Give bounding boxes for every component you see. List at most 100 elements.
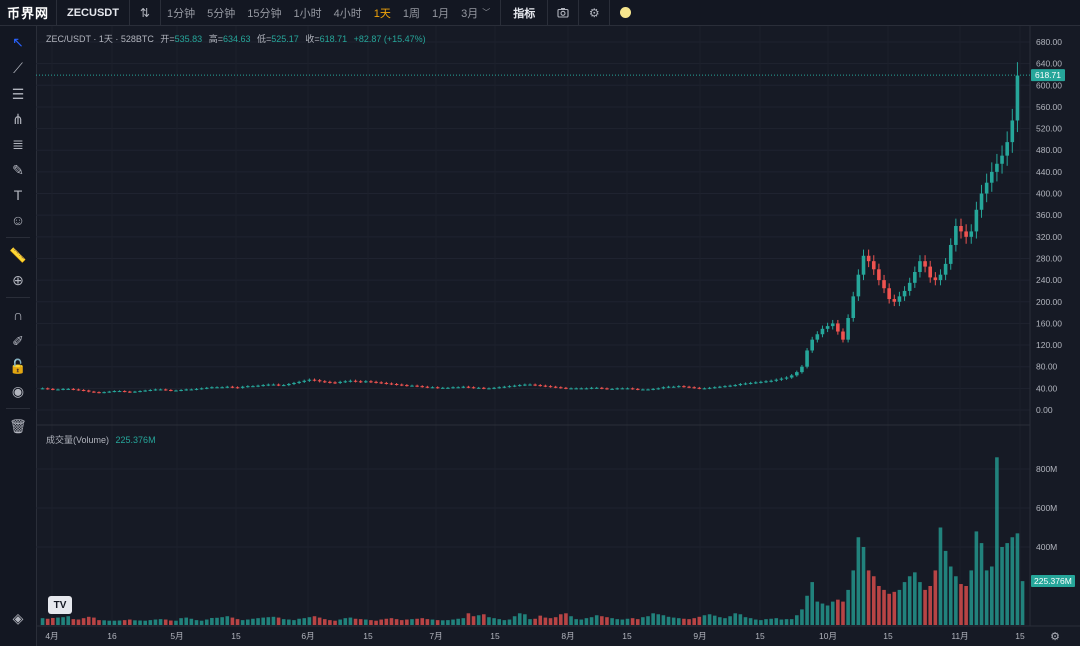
layers-icon[interactable]: ◈ — [12, 609, 24, 626]
brush-icon[interactable]: ✎ — [12, 161, 24, 178]
candle-body — [148, 389, 153, 391]
candle-body — [230, 386, 235, 388]
candle-body — [882, 280, 886, 289]
interval-1m[interactable]: 1分钟 — [166, 7, 196, 20]
candle-body — [312, 379, 317, 381]
candle-body — [579, 388, 584, 390]
candle-body — [220, 387, 224, 389]
volume-bar — [225, 616, 230, 625]
volume-bar — [671, 617, 676, 625]
interval-1w[interactable]: 1周 — [402, 7, 420, 20]
chevron-down-icon: ﹀ — [482, 8, 491, 17]
volume-bar — [707, 614, 712, 625]
lock-icon[interactable]: 🔓 — [9, 357, 27, 374]
candle-body — [712, 387, 717, 389]
cursor-icon[interactable]: ↖ — [12, 33, 24, 50]
interval-1h[interactable]: 1小时 — [293, 7, 322, 20]
candle-body — [61, 388, 65, 390]
price-tick-label: 560.00 — [1036, 102, 1062, 112]
volume-bar — [887, 593, 891, 625]
candle-body — [466, 386, 471, 388]
volume-bar — [871, 576, 876, 625]
trash-icon[interactable]: 🗑 — [9, 417, 27, 434]
candle-body — [738, 384, 743, 386]
time-tick-label: 15 — [1015, 631, 1025, 641]
volume-bar — [297, 618, 301, 625]
indicators-button[interactable]: 指标 — [501, 0, 549, 25]
candle-body — [369, 381, 373, 383]
volume-bar — [492, 618, 496, 625]
volume-bar — [348, 617, 353, 625]
fib-icon[interactable]: ≣ — [12, 135, 24, 152]
candle-body — [723, 386, 727, 388]
time-tick-label: 15 — [755, 631, 765, 641]
trend-line-icon[interactable]: ⟋ — [13, 59, 23, 76]
camera-icon[interactable] — [548, 0, 580, 25]
volume-bar — [820, 603, 825, 625]
candle-body — [307, 379, 312, 381]
candle-body — [102, 392, 106, 394]
candle-body — [261, 385, 265, 387]
volume-bar — [215, 617, 219, 625]
horizontal-lines-icon[interactable]: ☰ — [11, 85, 25, 102]
candle-body — [943, 263, 948, 275]
candle-body — [815, 334, 820, 340]
candle-body — [435, 387, 440, 389]
volume-bar — [117, 620, 122, 625]
candle-body — [923, 261, 927, 267]
volume-bar — [440, 620, 445, 625]
candle-body — [117, 391, 122, 393]
volume-bar — [61, 617, 65, 625]
volume-bar — [287, 619, 291, 625]
zoom-in-icon[interactable]: ⊕ — [12, 271, 24, 288]
interval-5m[interactable]: 5分钟 — [207, 7, 236, 20]
volume-bar — [338, 619, 342, 625]
volume-bar — [641, 617, 645, 625]
interval-3mo[interactable]: 3月 ﹀ — [455, 0, 496, 25]
volume-bar — [995, 457, 999, 625]
volume-bar — [405, 619, 409, 625]
symbol-selector[interactable]: ZECUSDT — [56, 0, 130, 25]
volume-bar — [856, 537, 861, 625]
gear-icon[interactable]: ⚙ — [579, 0, 611, 25]
volume-bar — [769, 618, 773, 625]
candle-body — [800, 366, 804, 373]
candle-body — [133, 391, 137, 393]
lock-drawings-icon[interactable]: ✐ — [12, 332, 24, 349]
candle-body — [225, 386, 230, 388]
candle-body — [841, 331, 845, 340]
eye-icon[interactable]: ◉ — [11, 382, 25, 399]
compare-icon[interactable]: ⇅ — [130, 0, 161, 25]
time-tick-label: 6月 — [301, 631, 314, 641]
text-icon[interactable]: T — [13, 187, 23, 203]
interval-15m[interactable]: 15分钟 — [247, 7, 282, 20]
volume-label: 成交量(Volume) — [46, 435, 110, 445]
volume-bar — [179, 618, 183, 625]
volume-bar — [210, 617, 214, 625]
candle-body — [810, 339, 814, 351]
volume-bar — [964, 586, 968, 625]
candle-body — [379, 382, 383, 384]
theme-toggle-icon[interactable] — [610, 0, 640, 25]
volume-bar — [169, 620, 173, 625]
volume-bar — [795, 615, 799, 625]
interval-4h[interactable]: 4小时 — [333, 7, 362, 20]
interval-1d[interactable]: 1天 — [373, 7, 391, 20]
emoji-icon[interactable]: ☺ — [10, 212, 26, 228]
volume-bar — [251, 618, 255, 625]
volume-bar — [292, 620, 296, 625]
ruler-icon[interactable]: 📏 — [9, 246, 27, 263]
volume-bar — [1005, 543, 1009, 625]
volume-bar — [892, 591, 897, 625]
site-logo[interactable]: 币界网 — [6, 6, 49, 21]
interval-1mo[interactable]: 1月 — [431, 7, 450, 20]
candle-body — [651, 388, 655, 390]
pitchfork-icon[interactable]: ⋔ — [12, 110, 24, 127]
volume-bar — [974, 531, 979, 625]
candle-body — [1010, 120, 1015, 143]
volume-bar — [959, 584, 963, 625]
candle-body — [163, 389, 168, 391]
magnet-icon[interactable]: ∩ — [12, 307, 24, 323]
tradingview-logo[interactable]: TV — [48, 596, 72, 614]
